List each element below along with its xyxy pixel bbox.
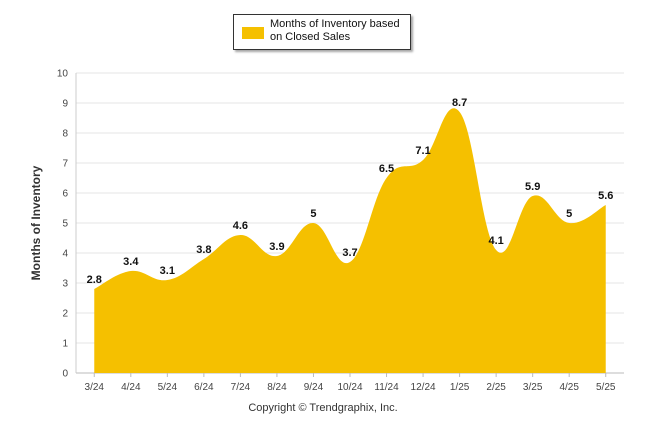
data-label: 5 (566, 208, 572, 220)
data-label: 3.7 (342, 247, 357, 259)
x-tick-label: 4/24 (121, 382, 141, 393)
x-tick-label: 3/24 (85, 382, 105, 393)
x-tick-label: 11/24 (374, 382, 399, 393)
x-tick-label: 12/24 (411, 382, 436, 393)
copyright-footer: Copyright © Trendgraphix, Inc. (248, 402, 398, 414)
y-tick-label: 8 (62, 129, 68, 140)
x-tick-label: 6/24 (194, 382, 214, 393)
y-tick-label: 3 (62, 279, 68, 290)
x-tick-label: 2/25 (486, 382, 506, 393)
data-label: 5.9 (525, 181, 540, 193)
legend: Months of Inventory based on Closed Sale… (233, 14, 411, 50)
legend-label-line2: on Closed Sales (270, 31, 351, 43)
y-tick-label: 6 (62, 189, 68, 200)
legend-label-line1: Months of Inventory based (270, 18, 400, 30)
data-label: 3.1 (160, 265, 175, 277)
data-labels: 2.8 3.4 3.1 3.8 4.6 3.9 5 3.7 6.5 7.1 8.7 4.1 5.9 5 5.… (87, 97, 614, 286)
area-series (94, 108, 606, 373)
data-label: 4.6 (233, 220, 248, 232)
data-label: 5 (310, 208, 316, 220)
data-label: 5.6 (598, 190, 613, 202)
data-label: 3.4 (123, 256, 139, 268)
y-tick-label: 9 (62, 99, 68, 110)
y-tick-label: 5 (62, 219, 68, 230)
y-tick-label: 7 (62, 159, 68, 170)
y-tick-label: 2 (62, 309, 68, 320)
y-axis-title: Months of Inventory (29, 165, 43, 280)
x-tick-label: 4/25 (559, 382, 579, 393)
data-label: 3.9 (269, 241, 284, 253)
x-tick-label: 9/24 (304, 382, 324, 393)
x-tick-label: 7/24 (231, 382, 251, 393)
y-axis-ticks: 0 1 2 3 4 5 6 7 8 9 10 (57, 69, 69, 380)
x-tick-label: 5/24 (158, 382, 178, 393)
data-label: 4.1 (488, 235, 503, 247)
data-label: 6.5 (379, 163, 394, 175)
data-label: 8.7 (452, 97, 467, 109)
x-tick-label: 1/25 (450, 382, 470, 393)
x-tick-label: 5/25 (596, 382, 616, 393)
data-label: 3.8 (196, 244, 211, 256)
legend-swatch (242, 27, 264, 39)
x-axis-ticks: 3/24 4/24 5/24 6/24 7/24 8/24 9/24 10/24 11/24 12… (85, 373, 616, 393)
legend-label: Months of Inventory based on Closed Sale… (270, 18, 410, 44)
data-label: 7.1 (415, 145, 430, 157)
y-tick-label: 10 (57, 69, 69, 80)
x-tick-label: 10/24 (337, 382, 362, 393)
data-label: 2.8 (87, 274, 102, 286)
y-tick-label: 1 (62, 339, 68, 350)
area-fill (94, 108, 606, 373)
y-tick-label: 4 (62, 249, 68, 260)
y-tick-label: 0 (62, 369, 68, 380)
x-tick-label: 3/25 (523, 382, 543, 393)
x-tick-label: 8/24 (267, 382, 287, 393)
